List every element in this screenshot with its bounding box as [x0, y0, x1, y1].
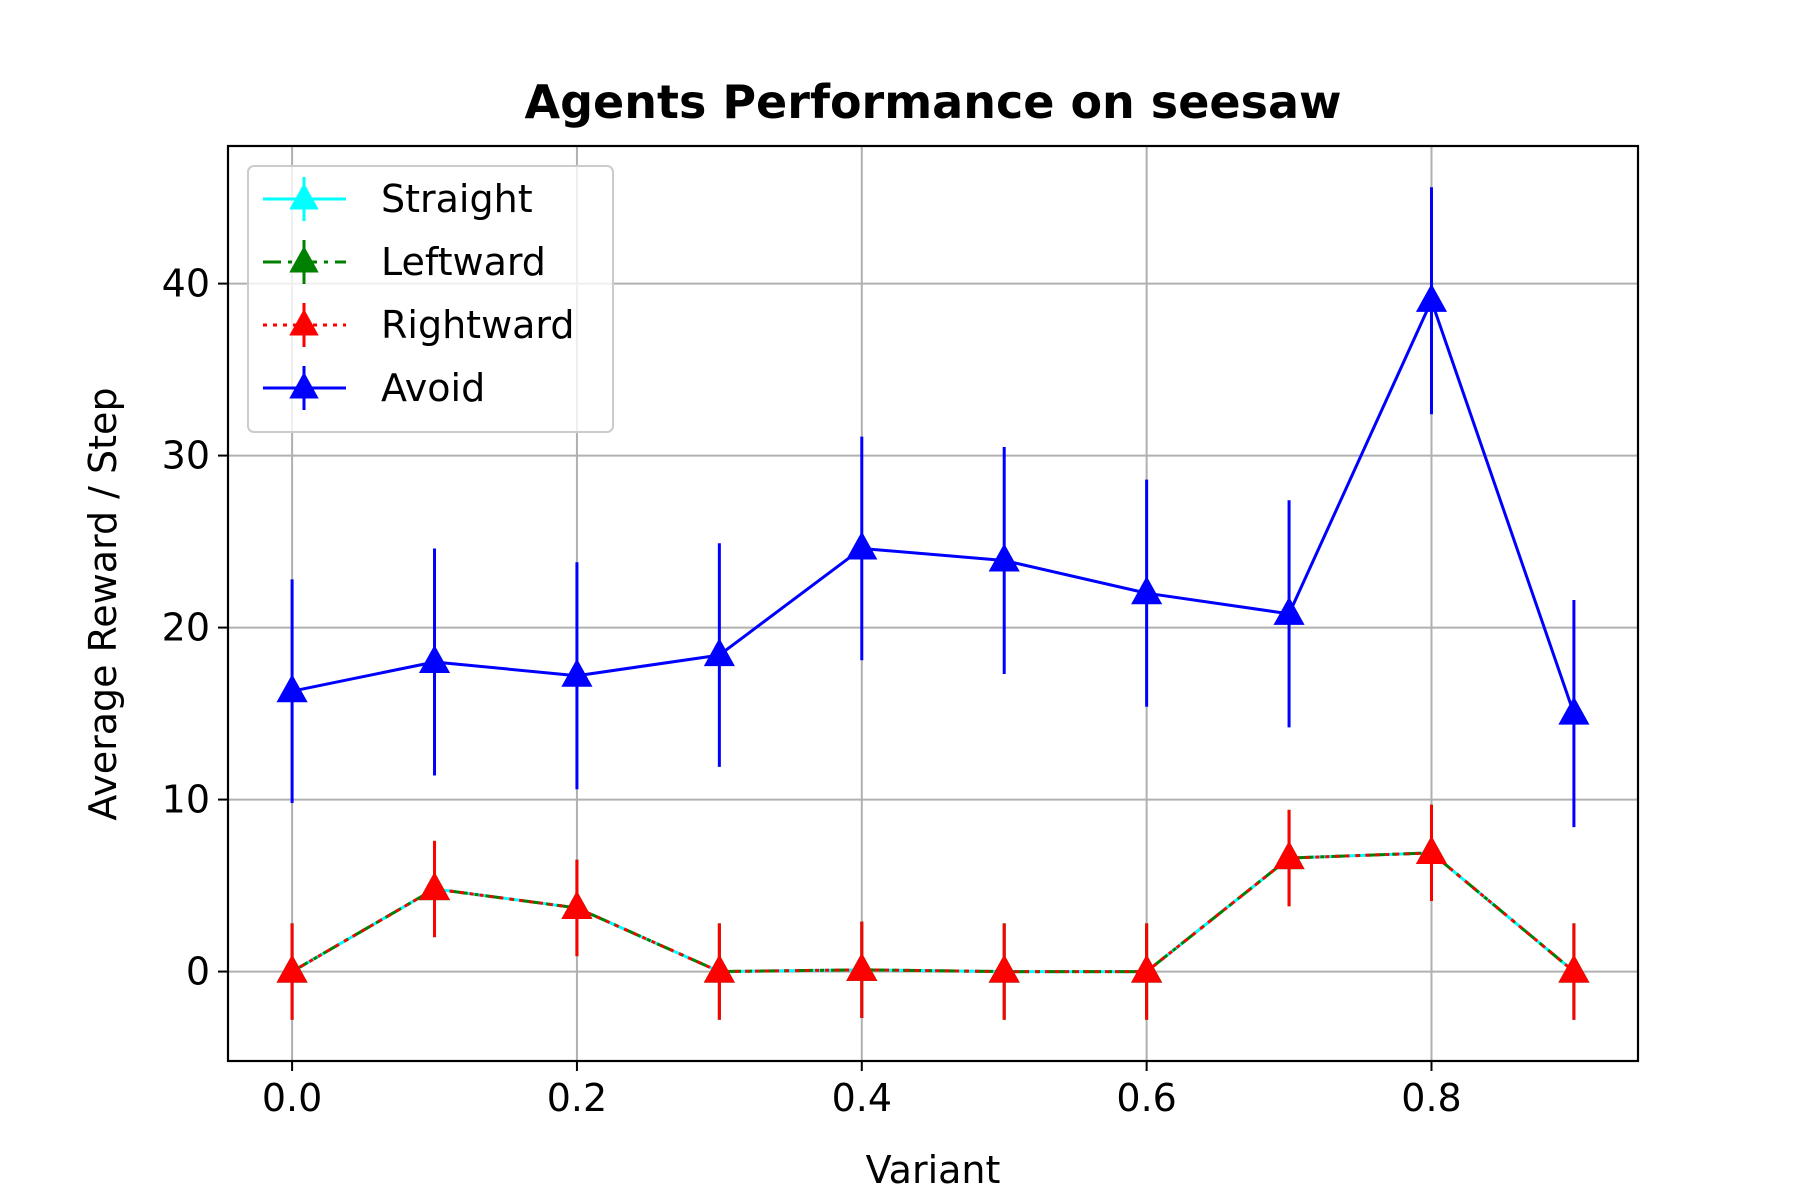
x-tick-label: 0.4: [832, 1076, 892, 1120]
data-point-marker: [1131, 954, 1163, 983]
y-tick-label: 0: [186, 950, 210, 994]
legend-marker: [289, 183, 319, 210]
legend-label: Avoid: [381, 366, 485, 410]
series-line: [291, 299, 1576, 715]
data-point-marker: [1273, 596, 1305, 625]
data-point-marker: [988, 954, 1020, 983]
data-point-marker: [703, 638, 735, 667]
data-point-marker: [1415, 283, 1448, 312]
data-point-marker: [561, 890, 593, 919]
series-line: [291, 851, 1575, 974]
data-point-marker: [988, 543, 1020, 572]
data-point-marker: [418, 871, 451, 901]
axis-ticks: 0.0 0.2 0.4 0.6 0.8 0 10 20 30 40: [162, 262, 1462, 1120]
data-point-marker: [846, 952, 878, 981]
data-point-marker: [561, 658, 593, 687]
x-tick-label: 0.0: [262, 1076, 322, 1120]
x-tick-label: 0.6: [1116, 1076, 1176, 1120]
y-tick-label: 40: [162, 262, 210, 306]
legend-item-avoid: Avoid: [263, 366, 485, 410]
data-point-marker: [1558, 696, 1590, 725]
legend-item-rightward: Rightward: [263, 303, 575, 347]
data-point-marker: [703, 954, 735, 983]
data-point-marker: [1273, 841, 1305, 870]
y-tick-label: 20: [162, 606, 210, 650]
y-tick-label: 30: [162, 434, 210, 478]
legend-item-straight: Straight: [263, 177, 533, 221]
series-rightward: [276, 804, 1590, 1020]
legend-item-leftward: Leftward: [263, 240, 546, 284]
legend-box: [247, 165, 614, 433]
legend-label: Rightward: [381, 303, 575, 347]
legend: Straight Leftward Rightward Avoid: [247, 165, 614, 433]
data-point-marker: [1558, 954, 1590, 983]
data-point-marker: [418, 644, 451, 674]
data-point-marker: [1415, 835, 1448, 864]
plot-series: [276, 187, 1590, 1020]
x-tick-label: 0.2: [547, 1076, 607, 1120]
chart-title: Agents Performance on seesaw: [524, 75, 1341, 129]
legend-label: Leftward: [381, 240, 546, 284]
y-axis-label: Average Reward / Step: [81, 387, 125, 820]
data-point-marker: [1131, 576, 1163, 605]
legend-marker: [289, 372, 319, 399]
data-point-marker: [846, 531, 878, 560]
data-point-marker: [276, 674, 308, 703]
x-axis-label: Variant: [866, 1148, 1001, 1192]
legend-marker: [289, 246, 319, 273]
y-tick-label: 10: [162, 778, 210, 822]
legend-marker: [289, 309, 319, 336]
plot-frame: [226, 144, 1640, 1063]
legend-label: Straight: [381, 177, 533, 221]
x-tick-label: 0.8: [1401, 1076, 1461, 1120]
series-avoid: [276, 187, 1590, 828]
data-point-marker: [276, 954, 308, 983]
